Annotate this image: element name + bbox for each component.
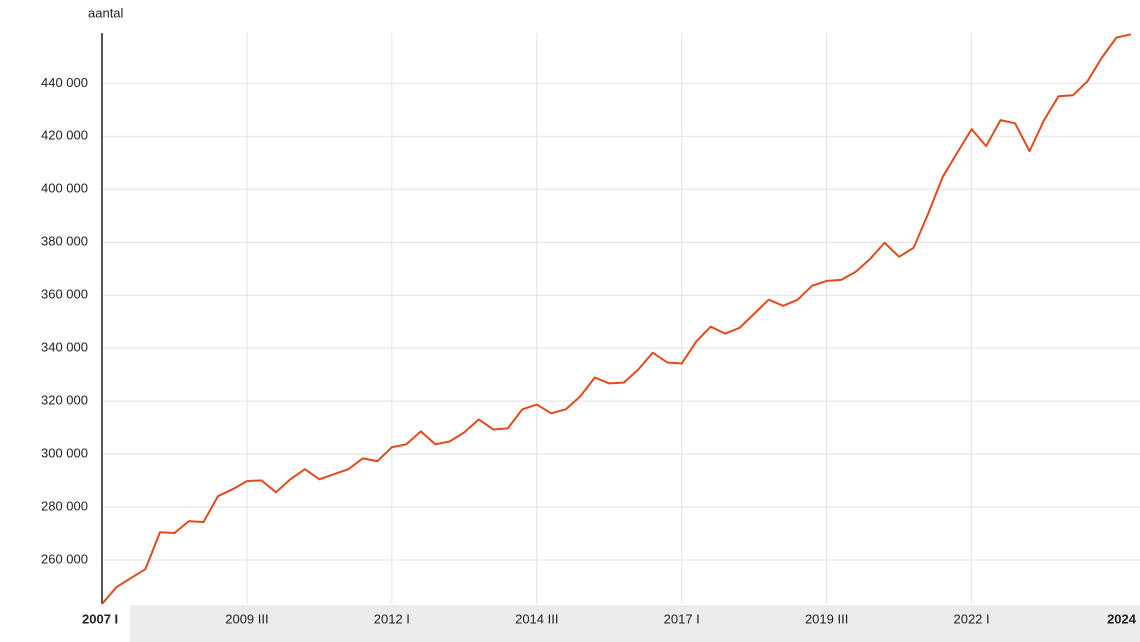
y-tick-label: 400 000 [41,181,88,196]
x-axis-band [130,605,1140,642]
line-series [101,33,1132,605]
x-tick-label: 2019 III [805,611,848,626]
y-tick-label: 260 000 [41,551,88,566]
x-tick-label: 2007 I [82,611,118,626]
x-tick-label: 2017 I [664,611,700,626]
x-tick-label: 2012 I [374,611,410,626]
x-tick-label: 2014 III [515,611,558,626]
y-tick-label: 340 000 [41,340,88,355]
x-tick-label: 2009 III [225,611,268,626]
y-tick-label: 420 000 [41,128,88,143]
y-tick-label: 380 000 [41,234,88,249]
y-tick-label: 300 000 [41,446,88,461]
y-tick-label: 440 000 [41,75,88,90]
x-tick-label: 2022 I [953,611,989,626]
x-tick-label: 2024 [1107,611,1137,626]
y-tick-label: 280 000 [41,499,88,514]
y-tick-label: 360 000 [41,287,88,302]
y-axis-label: aantal [88,5,124,20]
y-tick-label: 320 000 [41,393,88,408]
